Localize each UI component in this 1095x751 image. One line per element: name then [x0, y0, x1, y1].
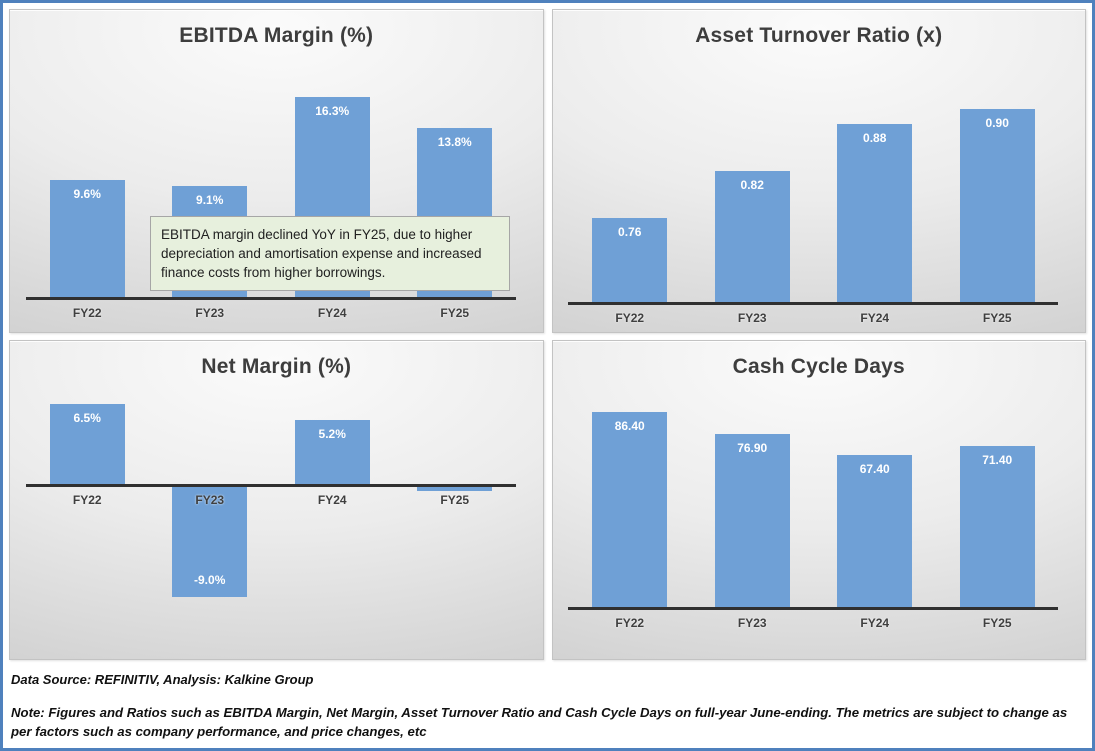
bar-fy22 [592, 412, 668, 608]
category-label: FY25 [982, 311, 1012, 325]
bar-fy22 [592, 217, 668, 303]
bar-value-label: -9.0% [194, 573, 226, 588]
bar-value-label: 0.90 [985, 115, 1009, 130]
bar-fy25 [417, 484, 493, 491]
chart-title: Net Margin (%) [201, 355, 352, 378]
category-label: FY22 [615, 311, 645, 325]
category-label: FY24 [317, 306, 347, 320]
annotation-box: EBITDA margin declined YoY in FY25, due … [150, 216, 510, 292]
footer: Data Source: REFINITIV, Analysis: Kalkin… [9, 660, 1086, 741]
bar-value-label: 6.5% [73, 410, 101, 425]
category-label: FY23 [195, 492, 225, 507]
bar-fy23 [172, 484, 248, 598]
data-source-note: Data Source: REFINITIV, Analysis: Kalkin… [11, 672, 314, 687]
category-label: FY24 [860, 616, 890, 630]
bar-fy22 [49, 403, 125, 485]
chart-plot: 6.5% FY22 -9.0% FY23 5.2% FY24 FY25 [25, 391, 516, 659]
chart-panel-net-margin: Net Margin (%) 6.5% FY22 -9.0% FY23 5.2% FY24… [9, 340, 544, 660]
chart-plot: 0.76 FY22 0.82 FY23 0.88 FY24 0.90 FY25 [568, 70, 1059, 332]
bar-value-label: 9.6% [73, 186, 101, 201]
category-label: FY23 [737, 616, 767, 630]
bar-fy23 [714, 433, 790, 608]
bar-value-label: 76.90 [737, 440, 768, 455]
chart-plot: 86.40 FY22 76.90 FY23 67.40 FY24 71.40 FY25 [568, 363, 1059, 648]
x-axis [568, 607, 1059, 610]
bar-value-label: 0.88 [863, 131, 887, 146]
category-label: FY25 [440, 492, 470, 507]
bar-value-label: 0.82 [740, 177, 764, 192]
category-label: FY22 [72, 492, 102, 507]
chart-plot: 9.6% FY22 9.1% FY23 16.3% FY24 13.8% FY25 [25, 70, 516, 332]
footnote: Note: Figures and Ratios such as EBITDA … [11, 705, 1068, 740]
chart-panel-asset-turnover: Asset Turnover Ratio (x) 0.76 FY22 0.82 FY2… [551, 9, 1086, 333]
chart-title: Asset Turnover Ratio (x) [695, 24, 943, 47]
x-axis [25, 297, 516, 300]
bar-value-label: 9.1% [196, 192, 224, 207]
bar-value-label: 0.76 [618, 224, 642, 239]
bar-fy25 [959, 446, 1035, 608]
category-label: FY22 [615, 616, 645, 630]
category-label: FY23 [195, 306, 225, 320]
category-label: FY24 [317, 492, 347, 507]
x-axis [25, 483, 516, 487]
bar-fy24 [837, 124, 913, 303]
category-label: FY23 [737, 311, 767, 325]
chart-panel-cash-cycle-days: Cash Cycle Days 86.40 FY22 76.90 FY23 67.40 F… [551, 340, 1086, 660]
chart-title: EBITDA Margin (%) [179, 24, 374, 47]
category-label: FY24 [860, 311, 890, 325]
bar-fy24 [837, 455, 913, 608]
bar-fy23 [714, 170, 790, 303]
bar-value-label: 5.2% [318, 426, 346, 441]
bar-value-label: 13.8% [437, 134, 472, 149]
bar-value-label: 86.40 [614, 419, 645, 433]
category-label: FY25 [440, 306, 470, 320]
bar-fy25 [959, 108, 1035, 303]
bar-fy24 [294, 419, 370, 485]
bar-value-label: 16.3% [315, 104, 350, 119]
category-label: FY22 [72, 306, 102, 320]
category-label: FY25 [982, 616, 1012, 630]
x-axis [568, 302, 1059, 305]
chart-panel-ebitda-margin: EBITDA Margin (%) 9.6% FY22 9.1% FY23 16.3% F… [9, 9, 544, 333]
bar-value-label: 71.40 [982, 453, 1013, 468]
chart-grid: EBITDA Margin (%) 9.6% FY22 9.1% FY23 16.3% F… [9, 9, 1086, 660]
chart-title: Cash Cycle Days [732, 355, 905, 378]
bar-fy22 [49, 179, 125, 298]
bar-value-label: 67.40 [859, 462, 890, 477]
